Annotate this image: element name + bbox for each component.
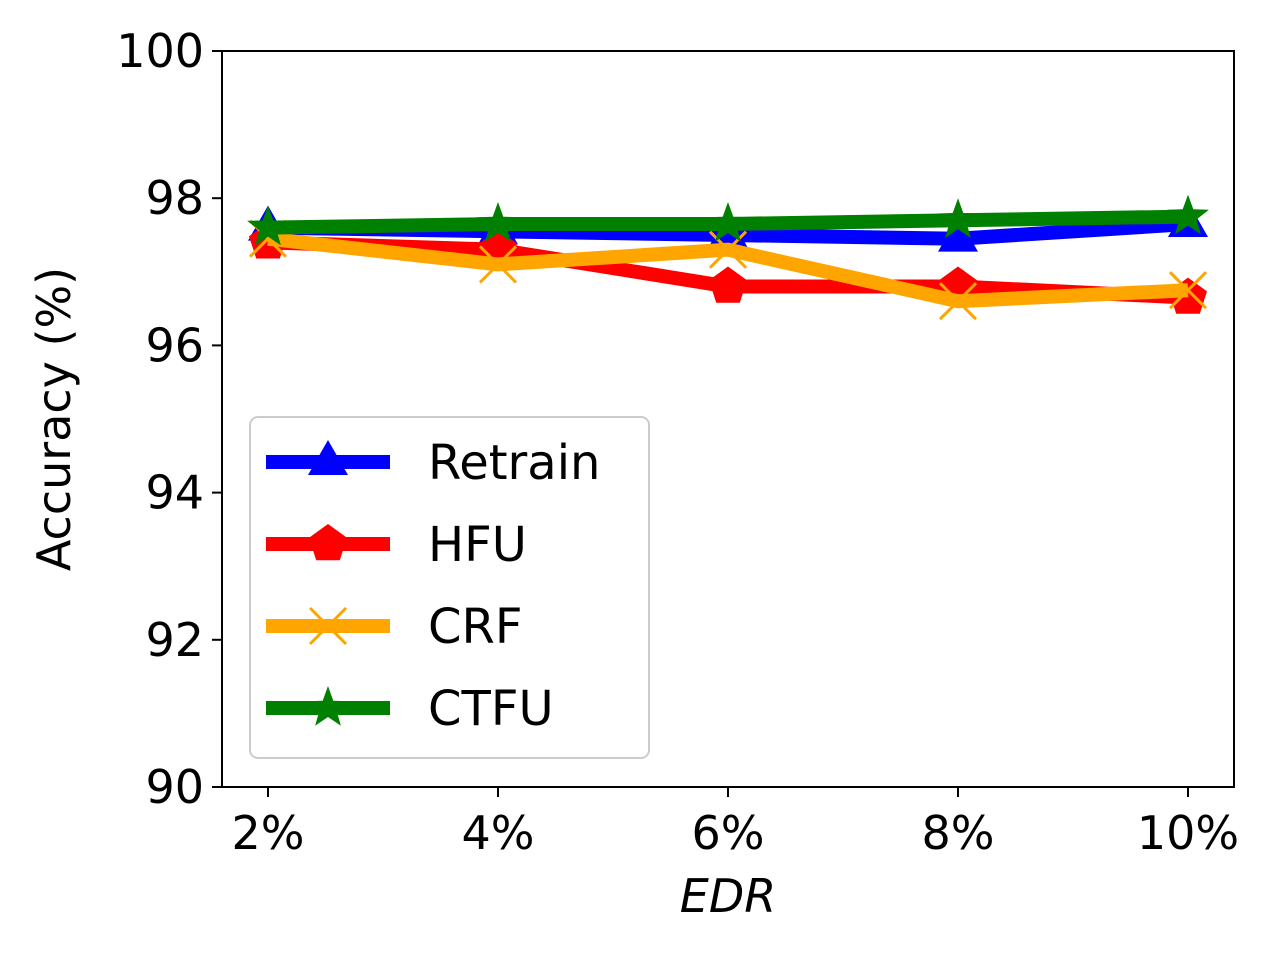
legend-item-hfu: HFU <box>266 517 527 573</box>
y-tick-label: 92 <box>145 613 204 667</box>
legend-label: CRF <box>428 599 522 655</box>
legend-frame <box>249 416 650 759</box>
x-tick-label: 2% <box>232 806 305 860</box>
data-point <box>708 230 748 269</box>
data-point <box>937 198 979 239</box>
data-point <box>709 266 747 303</box>
x-tick-label: 8% <box>922 806 995 860</box>
y-tick-label: 90 <box>145 760 204 814</box>
x-tick-label: 10% <box>1137 806 1239 860</box>
x-tick-label: 6% <box>692 806 765 860</box>
data-point <box>478 245 518 284</box>
legend-marker <box>307 686 349 726</box>
legend-marker <box>308 606 348 646</box>
y-tick-label: 94 <box>145 466 204 520</box>
data-point <box>707 202 749 242</box>
y-axis-title: Accuracy (%) <box>27 267 81 571</box>
data-point <box>1168 271 1208 310</box>
x-tick-label: 4% <box>462 806 535 860</box>
x-axis-title: EDR <box>680 869 776 923</box>
marker-stroke <box>1168 271 1208 310</box>
y-tick-label: 98 <box>145 171 204 225</box>
marker-stroke <box>308 606 348 646</box>
plot-frame <box>221 50 1235 788</box>
marker-stroke <box>938 282 978 321</box>
legend-item-crf: CRF <box>266 599 522 655</box>
legend-item-retrain: Retrain <box>266 435 600 491</box>
data-point <box>938 216 978 252</box>
legend: Retrain HFU CRF CTFU <box>249 416 650 759</box>
data-point <box>938 282 978 321</box>
legend-item-ctfu: CTFU <box>266 681 554 737</box>
legend-label: Retrain <box>428 435 600 491</box>
axis-ticks: 90 92 94 96 98 100 2% 4% 6% 8% 10% <box>116 24 1239 860</box>
marker-stroke <box>478 245 518 284</box>
y-tick-label: 100 <box>116 24 204 78</box>
legend-label: CTFU <box>428 681 554 737</box>
y-tick-label: 96 <box>145 318 204 372</box>
data-point <box>247 205 289 246</box>
data-point <box>477 202 519 242</box>
series-ctfu <box>247 194 1209 246</box>
data-point <box>1167 194 1209 235</box>
marker-stroke <box>708 230 748 269</box>
legend-marker <box>309 524 347 561</box>
legend-label: HFU <box>428 517 527 573</box>
plot-series <box>247 194 1209 321</box>
legend-marker <box>308 440 348 475</box>
